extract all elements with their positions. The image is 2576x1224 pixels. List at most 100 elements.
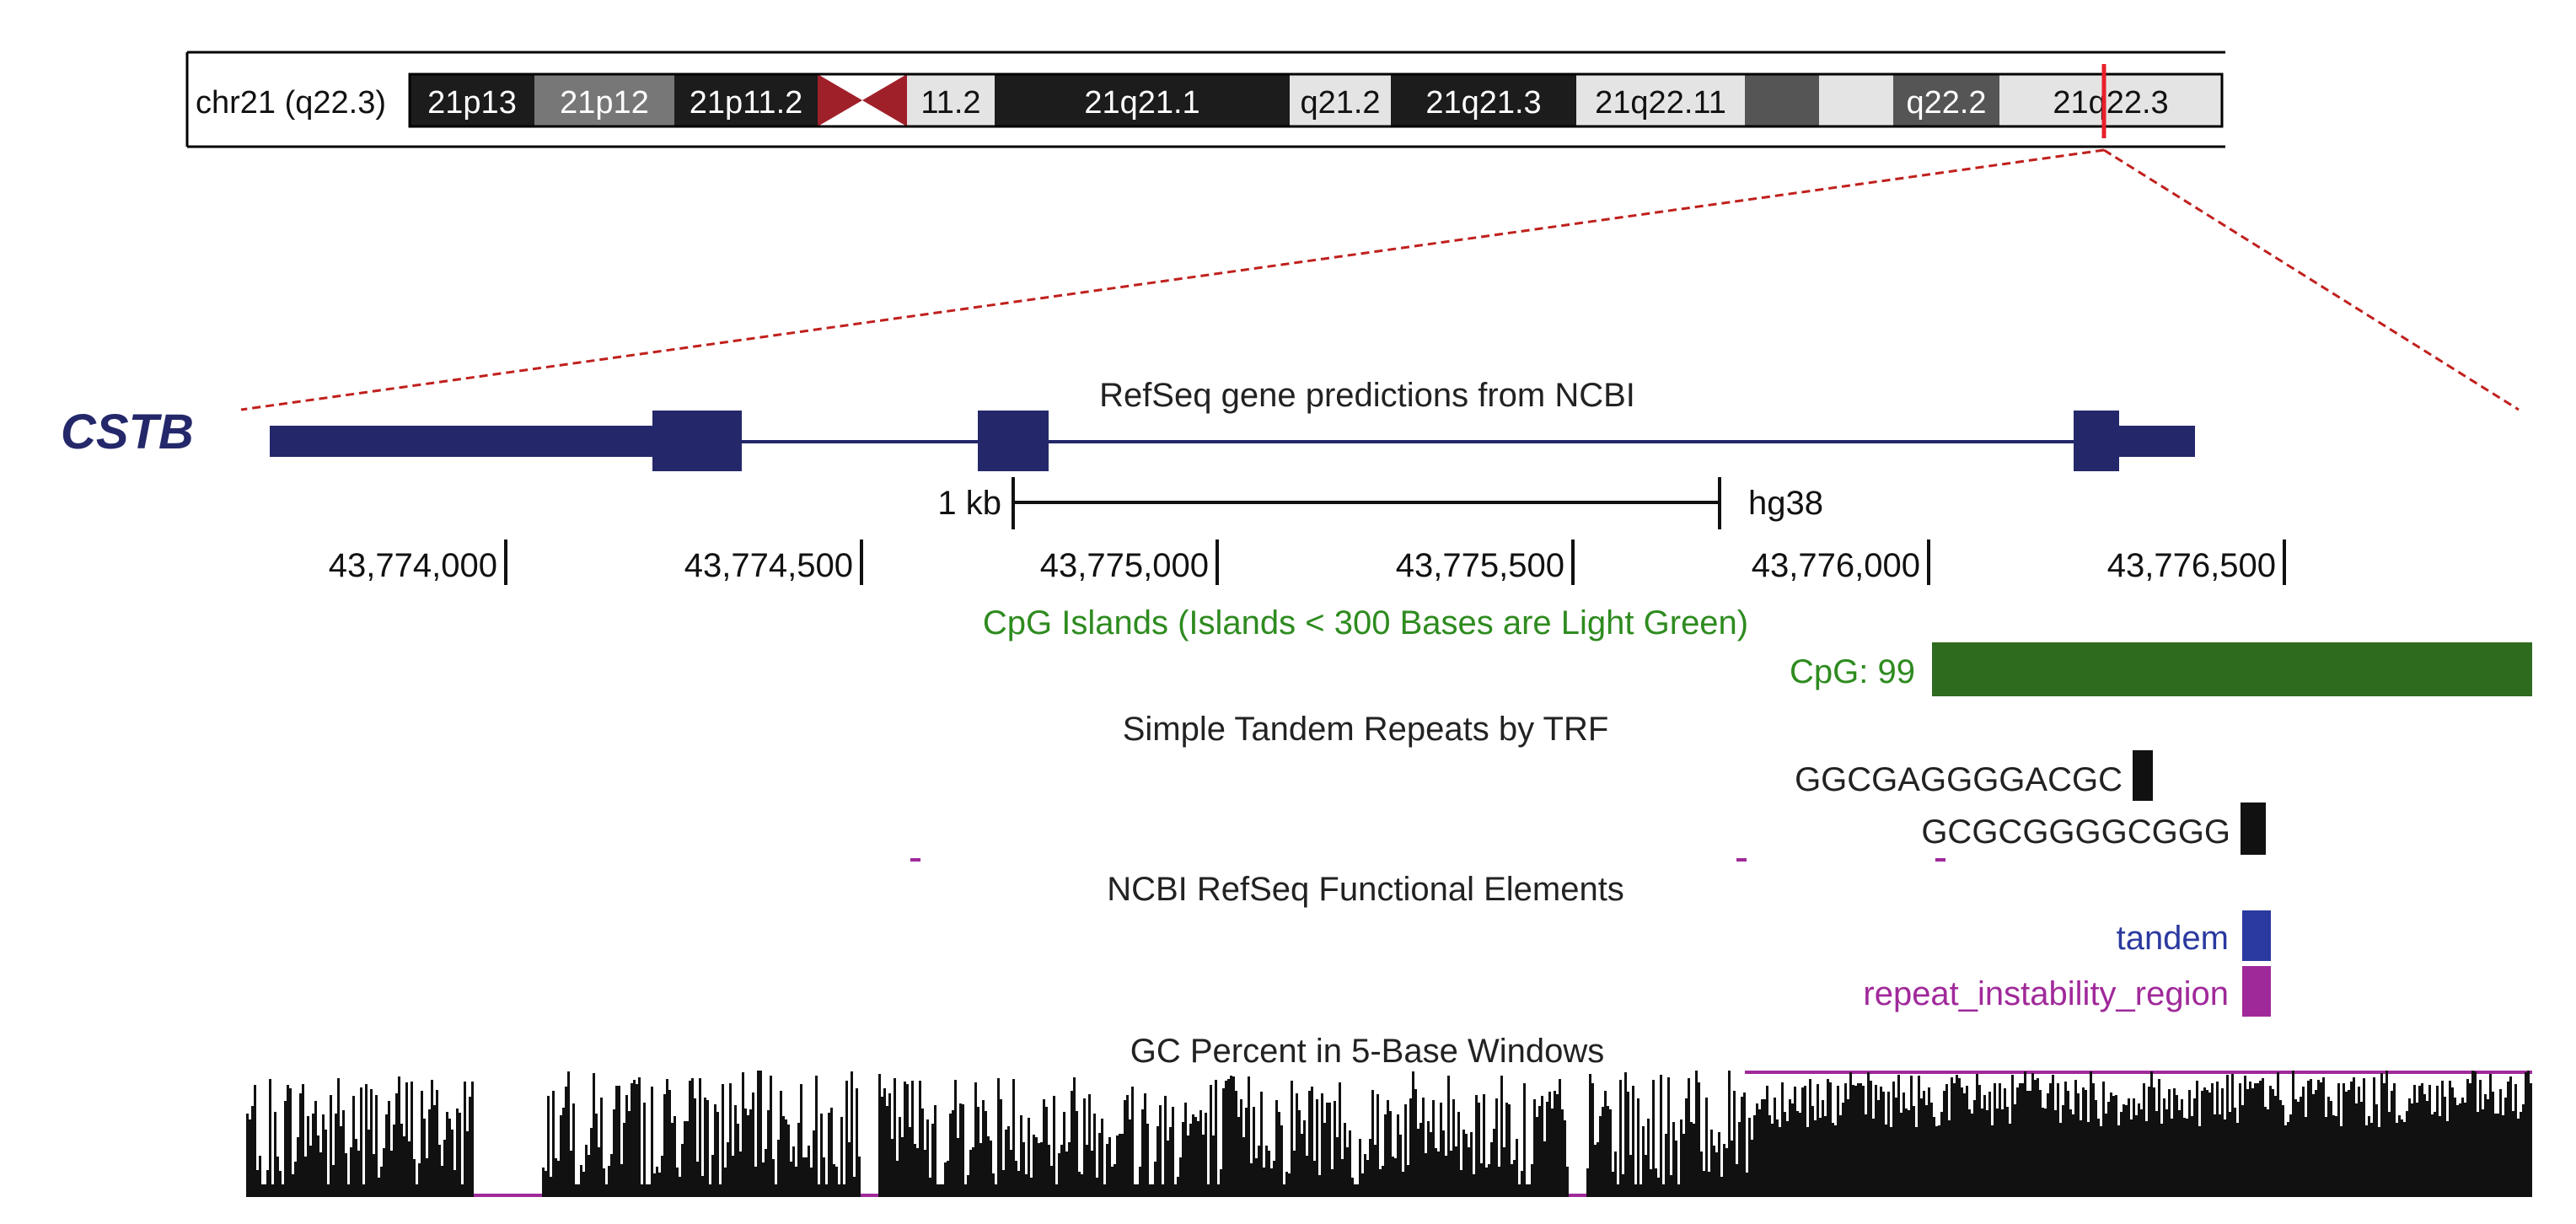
gc-bar — [2026, 1091, 2029, 1197]
gc-bar — [1513, 1160, 1516, 1197]
gc-bar — [1632, 1086, 1634, 1197]
gc-bar — [1270, 1168, 1273, 1197]
gc-bar — [2092, 1083, 2095, 1197]
gc-bar — [2006, 1107, 2009, 1197]
gc-bar — [1126, 1095, 1129, 1197]
gc-bar — [1043, 1099, 1045, 1197]
gc-bar — [1187, 1135, 1189, 1197]
gc-bar — [2208, 1092, 2211, 1197]
gc-bar — [1877, 1100, 1880, 1197]
gc-bar — [1839, 1115, 1842, 1197]
gc-bar — [287, 1085, 289, 1197]
gc-bar — [651, 1087, 653, 1197]
gc-bar — [716, 1112, 719, 1197]
gc-bar — [2004, 1088, 2006, 1197]
gc-bar — [1586, 1168, 1589, 1197]
gc-bar — [1561, 1109, 1564, 1197]
gc-bar — [1258, 1146, 1260, 1197]
gc-bar — [1832, 1123, 1834, 1197]
gc-bar — [1344, 1123, 1346, 1197]
gc-bar — [962, 1104, 964, 1197]
gc-bar — [2312, 1094, 2315, 1197]
gc-bar — [2059, 1123, 2062, 1197]
gc-bar — [1437, 1152, 1440, 1197]
gc-bar — [1394, 1158, 1397, 1197]
gc-bar — [1250, 1163, 1253, 1197]
gc-bar — [2145, 1121, 2148, 1197]
gc-bar — [393, 1125, 395, 1197]
gc-bar — [357, 1151, 360, 1197]
gc-bar — [2140, 1109, 2143, 1197]
gc-bar — [2019, 1083, 2021, 1197]
gc-bar — [1053, 1096, 1055, 1197]
gc-bar — [734, 1105, 737, 1197]
gc-bar — [2120, 1112, 2123, 1197]
ideogram-band-label: q21.2 — [1300, 85, 1380, 121]
gc-bar — [1655, 1168, 1657, 1197]
gc-bar — [1614, 1152, 1617, 1197]
gc-bar — [1781, 1082, 1784, 1197]
gc-bar — [878, 1074, 881, 1197]
gc-bar — [1723, 1144, 1725, 1197]
gc-bar — [456, 1109, 459, 1197]
gc-bar — [696, 1162, 699, 1197]
gc-bar — [1167, 1141, 1169, 1197]
gc-bar — [552, 1091, 555, 1197]
gc-bar — [681, 1144, 684, 1197]
gc-bar — [368, 1130, 370, 1197]
gc-bar — [747, 1115, 749, 1197]
gc-bar — [1854, 1086, 1857, 1197]
gc-bar — [883, 1088, 886, 1197]
gc-bar — [307, 1116, 309, 1197]
gc-bar — [1682, 1134, 1685, 1197]
gc-bar — [1951, 1077, 1953, 1197]
gc-bar — [565, 1087, 567, 1197]
gc-bar — [433, 1105, 436, 1197]
gc-bar — [408, 1141, 411, 1197]
gc-bar — [835, 1167, 838, 1197]
gc-bar — [1268, 1151, 1270, 1197]
gc-bar — [2110, 1092, 2112, 1197]
gc-bar — [979, 1143, 982, 1197]
gc-bar — [1346, 1147, 1349, 1197]
gc-bar — [1650, 1169, 1652, 1197]
gc-bar — [1844, 1083, 1847, 1197]
gc-bar — [2471, 1071, 2474, 1197]
gc-bar — [1814, 1120, 1817, 1197]
gc-bar — [2219, 1114, 2221, 1197]
gc-bar — [1172, 1107, 1174, 1197]
gc-bar — [1038, 1143, 1040, 1197]
gc-bar — [608, 1166, 610, 1197]
gc-bar — [825, 1184, 828, 1197]
gc-bar — [648, 1184, 651, 1197]
gc-bar — [851, 1071, 853, 1197]
gc-bar — [2176, 1095, 2178, 1197]
assembly-label: hg38 — [1748, 485, 1823, 522]
gc-bar — [1384, 1114, 1387, 1197]
gc-bar — [1065, 1152, 1068, 1197]
gc-bar — [572, 1103, 575, 1197]
gc-bar — [631, 1083, 633, 1197]
gc-bar — [904, 1082, 906, 1197]
gc-bar — [2489, 1074, 2492, 1197]
gc-bar — [2507, 1082, 2509, 1197]
gc-bar — [1943, 1091, 1945, 1197]
ideogram-band-label: 21p13 — [427, 85, 517, 121]
gc-bar — [1326, 1103, 1328, 1197]
gc-bar — [2064, 1082, 2067, 1197]
gc-bar — [1101, 1119, 1103, 1197]
gc-bar — [1751, 1140, 1753, 1197]
gc-bar — [2391, 1091, 2393, 1197]
gc-bar — [1733, 1091, 1736, 1197]
gc-bar — [1604, 1091, 1607, 1197]
gc-bar — [656, 1167, 658, 1197]
gc-bar — [2135, 1115, 2138, 1197]
gc-bar — [428, 1109, 431, 1197]
gc-bar — [1108, 1137, 1111, 1197]
gc-bar — [575, 1184, 577, 1197]
gc-bar — [2484, 1094, 2487, 1197]
zoom-line-left — [240, 148, 2105, 411]
gc-bar — [714, 1104, 716, 1197]
gc-bar — [2335, 1116, 2337, 1197]
scale-bar: 1 kb hg38 — [937, 477, 1823, 529]
